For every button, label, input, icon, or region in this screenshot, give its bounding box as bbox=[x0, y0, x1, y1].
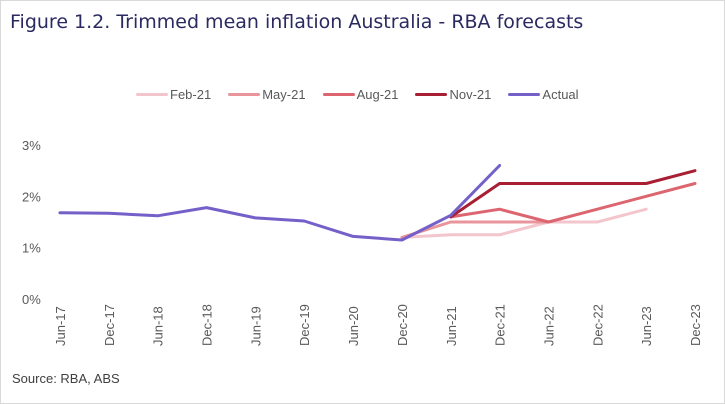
legend-item-aug-21: Aug-21 bbox=[322, 87, 399, 102]
legend-swatch bbox=[322, 93, 355, 96]
x-tick-label: Dec-21 bbox=[493, 304, 508, 346]
series-line-aug-21 bbox=[449, 182, 697, 224]
chart-title: Figure 1.2. Trimmed mean inflation Austr… bbox=[10, 11, 584, 33]
legend-swatch bbox=[508, 93, 541, 96]
legend: Feb-21 May-21 Aug-21 Nov-21 Actual bbox=[136, 87, 596, 102]
series-line-nov-21 bbox=[449, 169, 697, 219]
legend-item-may-21: May-21 bbox=[228, 87, 306, 102]
x-tick-label: Dec-23 bbox=[688, 304, 703, 346]
y-tick-label: 3% bbox=[22, 138, 41, 153]
x-tick-label: Dec-22 bbox=[590, 304, 605, 346]
y-tick-label: 0% bbox=[22, 292, 41, 307]
y-tick-label: 2% bbox=[22, 189, 41, 204]
x-tick-label: Dec-20 bbox=[395, 304, 410, 346]
legend-label: Aug-21 bbox=[356, 87, 399, 102]
x-tick-label: Jun-20 bbox=[346, 306, 361, 346]
x-tick-label: Dec-18 bbox=[200, 304, 215, 346]
x-tick-label: Jun-22 bbox=[541, 306, 556, 346]
x-tick-label: Dec-19 bbox=[297, 304, 312, 346]
legend-item-nov-21: Nov-21 bbox=[415, 87, 491, 102]
x-tick-label: Jun-19 bbox=[248, 306, 263, 346]
source-note: Source: RBA, ABS bbox=[12, 371, 120, 386]
legend-item-feb-21: Feb-21 bbox=[136, 87, 211, 102]
x-tick-label: Jun-18 bbox=[151, 306, 166, 346]
legend-swatch bbox=[415, 93, 448, 96]
series-line-actual bbox=[58, 164, 502, 242]
legend-label: Feb-21 bbox=[170, 87, 212, 102]
legend-item-actual: Actual bbox=[508, 87, 579, 102]
x-tick-label: Jun-17 bbox=[53, 306, 68, 346]
y-tick-label: 1% bbox=[22, 241, 41, 256]
x-tick-label: Dec-17 bbox=[102, 304, 117, 346]
x-tick-label: Jun-23 bbox=[639, 306, 654, 346]
legend-label: Actual bbox=[542, 87, 579, 102]
legend-swatch bbox=[228, 93, 261, 96]
legend-swatch bbox=[136, 93, 168, 96]
x-tick-label: Jun-21 bbox=[444, 306, 459, 346]
series-line-feb-21 bbox=[400, 207, 648, 239]
legend-label: May-21 bbox=[262, 87, 306, 102]
series-line-may-21 bbox=[400, 220, 550, 239]
legend-label: Nov-21 bbox=[449, 87, 492, 102]
